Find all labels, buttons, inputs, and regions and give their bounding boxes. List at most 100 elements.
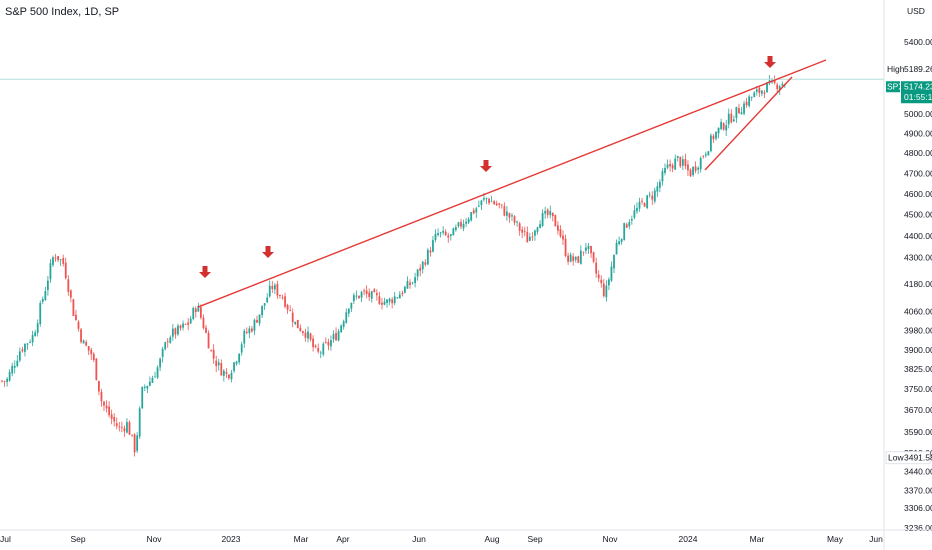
candle-body-85 bbox=[217, 362, 220, 366]
candle-body-152 bbox=[388, 298, 391, 302]
candle-body-137 bbox=[350, 302, 353, 309]
candle-body-73 bbox=[187, 322, 190, 325]
candle-body-102 bbox=[261, 305, 263, 316]
candle-body-141 bbox=[360, 291, 363, 298]
candle-body-271 bbox=[692, 166, 694, 176]
candle-body-60 bbox=[154, 376, 156, 378]
price-tick-10: 4300.00 bbox=[904, 252, 932, 262]
arrow-head bbox=[764, 62, 776, 68]
candle-body-90 bbox=[230, 372, 233, 380]
time-tick-6: Jun bbox=[412, 534, 426, 544]
candle-body-151 bbox=[386, 299, 388, 303]
candle-body-86 bbox=[220, 363, 223, 376]
candle-body-236 bbox=[602, 283, 605, 297]
price-tick-22: 3306.00 bbox=[904, 503, 932, 513]
candle-body-177 bbox=[452, 228, 455, 236]
candle-body-234 bbox=[597, 274, 600, 279]
candle-body-224 bbox=[572, 256, 575, 262]
chart-annotations bbox=[0, 56, 884, 308]
candle-body-163 bbox=[416, 269, 419, 277]
candle-body-267 bbox=[681, 159, 684, 166]
candle-body-34 bbox=[87, 345, 90, 351]
bar-countdown: 01:55:16 bbox=[904, 92, 932, 102]
time-tick-11: Mar bbox=[750, 534, 765, 544]
candle-body-134 bbox=[342, 321, 345, 327]
candle-body-284 bbox=[725, 125, 728, 131]
candle-body-120 bbox=[307, 331, 309, 339]
candle-body-247 bbox=[630, 218, 633, 221]
time-tick-8: Sep bbox=[527, 534, 542, 544]
candle-body-200 bbox=[511, 215, 513, 217]
candle-body-241 bbox=[615, 242, 618, 255]
candle-body-294 bbox=[750, 96, 753, 98]
candle-body-132 bbox=[337, 331, 340, 341]
candle-body-205 bbox=[523, 231, 526, 233]
candle-body-32 bbox=[82, 340, 85, 344]
candle-body-228 bbox=[582, 251, 585, 253]
candle-body-1 bbox=[3, 381, 6, 382]
candle-body-155 bbox=[396, 297, 399, 299]
candle-body-10 bbox=[26, 343, 29, 345]
candle-body-215 bbox=[549, 210, 552, 216]
candle-body-153 bbox=[391, 299, 394, 304]
candle-body-276 bbox=[704, 154, 707, 156]
candle-body-61 bbox=[156, 367, 159, 378]
candle-body-28 bbox=[72, 299, 75, 317]
candle-body-142 bbox=[363, 290, 365, 292]
down-arrow-marker-4 bbox=[764, 56, 776, 68]
candle-body-97 bbox=[248, 328, 251, 334]
candle-body-281 bbox=[717, 127, 720, 134]
candle-body-172 bbox=[439, 232, 442, 234]
candle-body-164 bbox=[419, 267, 422, 271]
candlestick-series[interactable] bbox=[1, 75, 786, 457]
arrow-head bbox=[199, 272, 211, 278]
candle-body-53 bbox=[136, 435, 139, 451]
candle-body-262 bbox=[669, 164, 671, 167]
candle-body-139 bbox=[355, 295, 358, 297]
candle-body-112 bbox=[286, 305, 289, 310]
candle-body-47 bbox=[120, 427, 123, 428]
candle-body-124 bbox=[317, 348, 320, 352]
candle-body-2 bbox=[6, 378, 8, 382]
candle-body-130 bbox=[332, 334, 335, 340]
candle-body-187 bbox=[477, 205, 480, 207]
candle-body-289 bbox=[738, 108, 740, 114]
candle-body-156 bbox=[398, 294, 401, 299]
time-tick-7: Aug bbox=[484, 534, 499, 544]
candle-body-298 bbox=[761, 90, 763, 94]
candle-body-174 bbox=[444, 231, 447, 236]
candle-body-285 bbox=[727, 113, 730, 125]
candle-body-255 bbox=[651, 195, 654, 200]
candle-body-99 bbox=[253, 319, 256, 331]
candle-body-230 bbox=[587, 245, 590, 249]
candle-body-35 bbox=[90, 349, 93, 355]
candle-body-68 bbox=[174, 328, 177, 335]
candle-body-144 bbox=[368, 292, 371, 297]
time-axis[interactable]: Jul Sep Nov 2023 Mar Apr Jun Aug Sep Nov 2024 Mar Ma… bbox=[0, 529, 932, 544]
candle-body-87 bbox=[222, 370, 225, 376]
candle-body-194 bbox=[495, 203, 498, 206]
candle-body-19 bbox=[49, 263, 52, 280]
time-tick-13: Jun bbox=[869, 534, 883, 544]
candle-body-149 bbox=[381, 302, 383, 305]
candle-body-133 bbox=[340, 325, 343, 333]
candle-body-296 bbox=[755, 89, 758, 92]
candle-body-158 bbox=[404, 286, 406, 293]
candle-body-214 bbox=[546, 209, 549, 215]
price-axis[interactable]: 5400.00 5000.00 4900.00 4800.00 4700.00 4600.… bbox=[883, 0, 932, 550]
candle-body-116 bbox=[296, 319, 299, 329]
candle-body-218 bbox=[557, 225, 559, 231]
candle-body-92 bbox=[235, 361, 238, 364]
time-tick-0: Jul bbox=[0, 534, 11, 544]
candle-body-288 bbox=[735, 106, 738, 119]
candle-body-109 bbox=[279, 295, 281, 297]
symbol-tag-bg bbox=[886, 81, 900, 93]
candle-body-29 bbox=[75, 314, 77, 321]
last-price-tag-bg bbox=[901, 81, 932, 104]
candle-body-25 bbox=[64, 262, 67, 278]
candle-body-258 bbox=[659, 181, 661, 188]
candle-body-269 bbox=[687, 164, 689, 171]
candle-body-18 bbox=[47, 280, 49, 291]
candle-body-67 bbox=[171, 328, 174, 337]
